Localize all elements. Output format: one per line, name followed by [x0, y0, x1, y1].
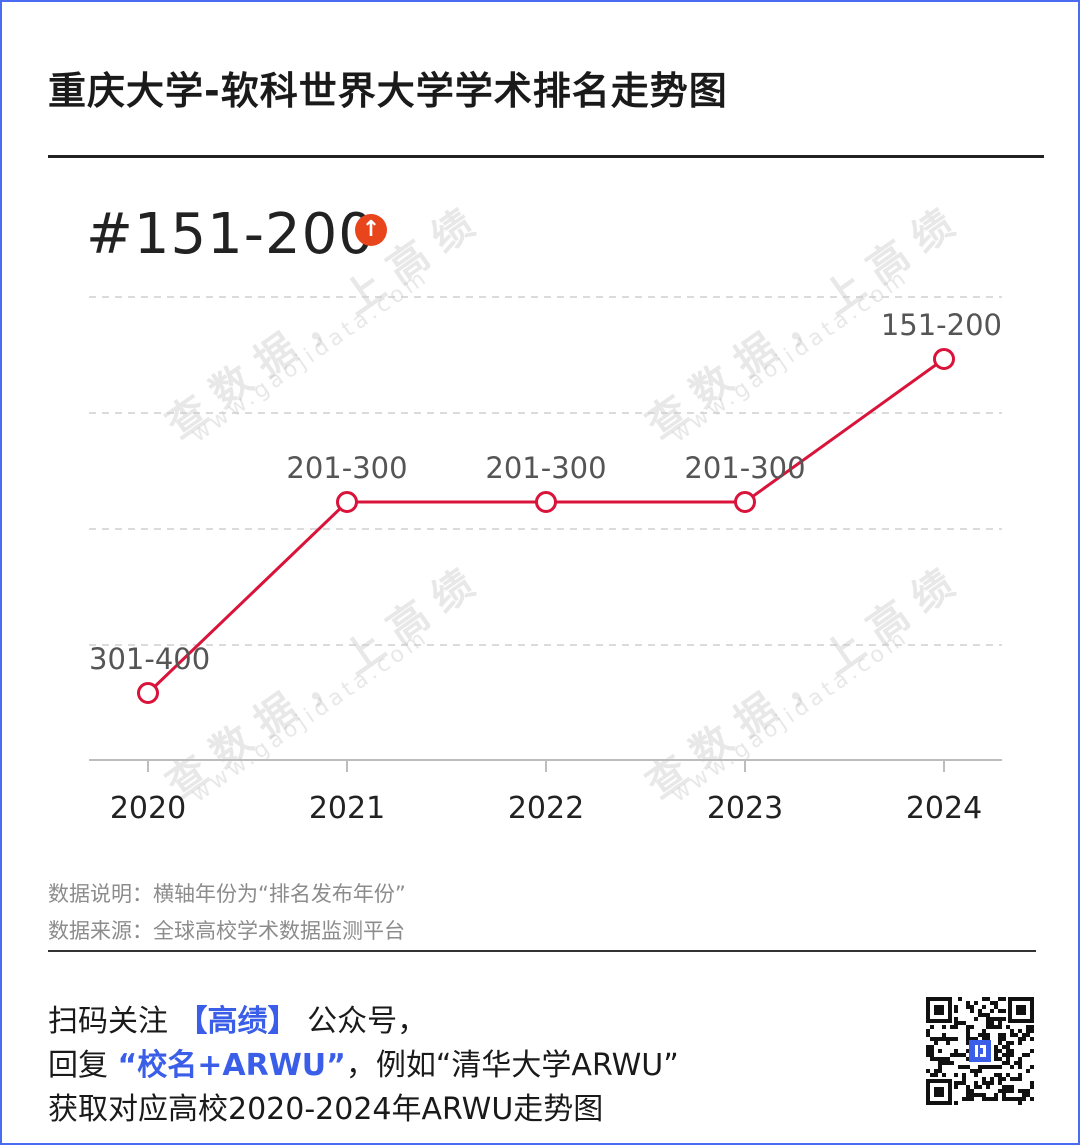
data-point [535, 491, 557, 513]
reply-keyword: “校名+ARWU” [117, 1048, 346, 1083]
data-label: 151-200 [881, 308, 1002, 342]
page-title: 重庆大学-软科世界大学学术排名走势图 [48, 69, 728, 113]
x-tick-label: 2023 [707, 791, 783, 826]
data-point [336, 491, 358, 513]
footer-text: ，例如“清华大学ARWU” [345, 1048, 679, 1083]
data-label: 301-400 [89, 642, 210, 676]
x-axis: 2020 2021 2022 2023 2024 [89, 759, 1002, 826]
data-point [734, 491, 756, 513]
footer-text: 公众号， [307, 1004, 428, 1039]
footer-divider [48, 950, 1036, 952]
footer-text: 回复 [48, 1048, 108, 1083]
arrow-up-icon: ↑ [355, 214, 387, 246]
current-rank: #151-200 [86, 202, 375, 267]
footer-text: 扫码关注 [48, 1004, 168, 1039]
footer-line-2: 回复 “校名+ARWU”，例如“清华大学ARWU” [48, 1040, 679, 1084]
series-line [137, 348, 955, 704]
data-source: 数据来源：全球高校学术数据监测平台 [48, 919, 405, 943]
account-name: 【高绩】 [177, 1004, 298, 1039]
x-tick-label: 2024 [906, 791, 982, 826]
data-note: 数据说明：横轴年份为“排名发布年份” [48, 882, 406, 906]
data-label: 201-300 [286, 451, 407, 485]
data-label: 201-300 [485, 451, 606, 485]
qr-code-icon [924, 995, 1036, 1107]
footer-line-3: 获取对应高校2020-2024年ARWU走势图 [48, 1092, 604, 1127]
series-line-path [146, 357, 945, 695]
title-divider [48, 155, 1044, 158]
x-tick-label: 2022 [508, 791, 584, 826]
footer-line-1: 扫码关注 【高绩】 公众号， [48, 996, 427, 1040]
grid-lines [89, 296, 1002, 646]
x-tick-label: 2021 [309, 791, 385, 826]
data-labels: 301-400 201-300 201-300 201-300 151-200 [89, 308, 1002, 676]
data-point [137, 682, 159, 704]
data-label: 201-300 [684, 451, 805, 485]
x-tick-label: 2020 [110, 791, 186, 826]
data-point [933, 348, 955, 370]
